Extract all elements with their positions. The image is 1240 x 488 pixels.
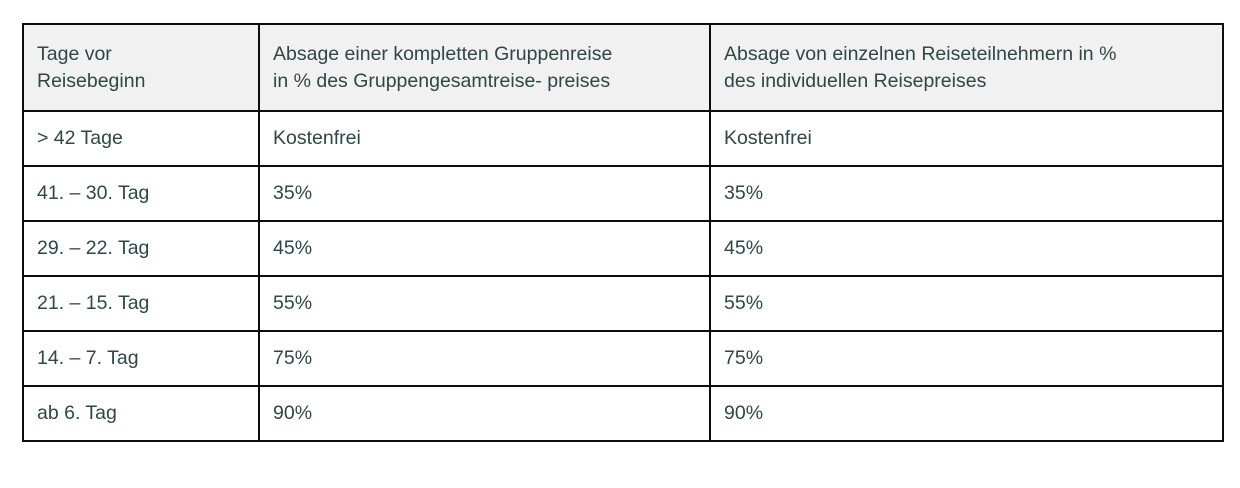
cell-group-fee: 55% [258, 275, 711, 332]
cell-individual-fee: 35% [709, 165, 1224, 222]
cell-individual-fee: 75% [709, 330, 1224, 387]
cell-group-fee: 45% [258, 220, 711, 277]
table-row: 14. – 7. Tag 75% 75% [22, 330, 1224, 387]
cell-days-range: 29. – 22. Tag [22, 220, 260, 277]
header-cell-days-before-departure: Tage vor Reisebeginn [22, 23, 260, 112]
cell-group-fee: Kostenfrei [258, 110, 711, 167]
header-cell-group-cancellation: Absage einer kompletten Gruppenreise in … [258, 23, 711, 112]
header-line: Reisebeginn [37, 69, 146, 92]
table-row: 29. – 22. Tag 45% 45% [22, 220, 1224, 277]
cell-individual-fee: 45% [709, 220, 1224, 277]
cell-days-range: > 42 Tage [22, 110, 260, 167]
cell-individual-fee: 90% [709, 385, 1224, 442]
header-line: Tage vor [37, 42, 112, 65]
cell-group-fee: 90% [258, 385, 711, 442]
table-row: 21. – 15. Tag 55% 55% [22, 275, 1224, 332]
cell-group-fee: 35% [258, 165, 711, 222]
table-row: ab 6. Tag 90% 90% [22, 385, 1224, 442]
cell-individual-fee: Kostenfrei [709, 110, 1224, 167]
table-row: 41. – 30. Tag 35% 35% [22, 165, 1224, 222]
cell-group-fee: 75% [258, 330, 711, 387]
header-line: des individuellen Reisepreises [724, 69, 987, 92]
cancellation-fees-table: Tage vor Reisebeginn Absage einer komple… [22, 23, 1224, 442]
cell-days-range: 14. – 7. Tag [22, 330, 260, 387]
header-line: Absage einer kompletten Gruppenreise [273, 42, 613, 65]
header-line: in % des Gruppengesamtreise- preises [273, 69, 611, 92]
cell-days-range: 21. – 15. Tag [22, 275, 260, 332]
cancellation-fees-table-container: Tage vor Reisebeginn Absage einer komple… [22, 23, 1224, 442]
cell-days-range: 41. – 30. Tag [22, 165, 260, 222]
header-cell-individual-cancellation: Absage von einzelnen Reiseteilnehmern in… [709, 23, 1224, 112]
cell-days-range: ab 6. Tag [22, 385, 260, 442]
table-row: > 42 Tage Kostenfrei Kostenfrei [22, 110, 1224, 167]
cell-individual-fee: 55% [709, 275, 1224, 332]
header-row: Tage vor Reisebeginn Absage einer komple… [22, 23, 1224, 112]
header-line: Absage von einzelnen Reiseteilnehmern in… [724, 42, 1117, 65]
